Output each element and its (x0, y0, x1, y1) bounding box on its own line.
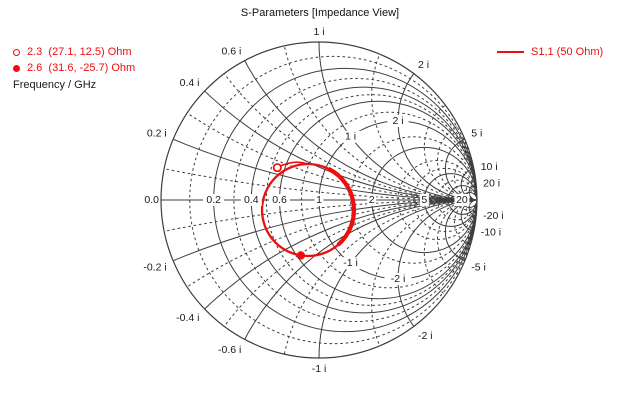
reactance-arc-minor (465, 178, 477, 201)
reactance-arc-minor (465, 199, 477, 222)
reactance-arc-major (161, 42, 477, 201)
rim-reactance-label: 1 i (313, 26, 324, 38)
rim-reactance-label: -0.4 i (176, 312, 199, 324)
reactance-arc-minor (279, 199, 477, 358)
rim-reactance-label: -0.6 i (218, 344, 241, 356)
label-mask (367, 194, 377, 206)
series-legend: S1,1 (50 Ohm) (497, 46, 603, 58)
grid-labels: 0.0 0.2 0.4 0.6 1 2 5 20 0.2 i -0.2 i 0.4 i -0.4 i 0… (143, 26, 503, 375)
reactance-arc-minor (371, 199, 477, 358)
rim-reactance-label: 0.6 i (221, 45, 241, 57)
rim-reactance-label: -2 i (418, 330, 433, 342)
reactance-arc-minor (453, 154, 477, 201)
resistance-circle-minor (397, 160, 477, 240)
reactance-arc-minor (371, 42, 477, 201)
legend-item-2_6ghz: 2.6 (31.6, -25.7) Ohm (13, 60, 135, 76)
rim-reactance-label: -0.2 i (143, 262, 166, 274)
inner-reactance-label: -1 i (343, 257, 358, 269)
label-mask (203, 194, 225, 206)
resistance-circle-minor (233, 77, 477, 323)
label-mask (387, 115, 409, 127)
rim-reactance-label: 5 i (471, 128, 482, 140)
axis-label: 1 (316, 194, 322, 206)
reactance-arc-major (318, 199, 477, 358)
axis-label: 0.6 (272, 194, 287, 206)
label-mask (337, 257, 365, 270)
resistance-circle-minor (189, 55, 477, 345)
label-mask (340, 130, 362, 143)
axis-label: 0.0 (144, 194, 159, 206)
series-line-icon (497, 51, 524, 53)
axis-label: 0.2 (206, 194, 221, 206)
axis-label: 0.4 (244, 194, 259, 206)
label-mask (269, 194, 290, 206)
inner-reactance-label: 2 i (392, 115, 403, 127)
reactance-arc-minor (453, 199, 477, 246)
reactance-arc-major (468, 183, 477, 201)
s11-trace (260, 161, 357, 258)
label-mask (314, 194, 324, 206)
trace-loop-dense (327, 167, 357, 247)
axis-label: 5 (421, 194, 427, 206)
rim-reactance-label: -5 i (471, 262, 486, 274)
legend-item-2_3ghz: 2.3 (27.1, 12.5) Ohm (13, 44, 135, 60)
inner-reactance-label: -2 i (391, 273, 406, 285)
rim-reactance-label: 2 i (418, 59, 429, 71)
label-mask (454, 194, 470, 206)
frequency-markers (272, 163, 306, 260)
reactance-arc-major (213, 199, 477, 358)
marker-filled-2_6ghz (296, 251, 306, 260)
rim-reactance-label: -20 i (483, 210, 503, 222)
resistance-circle-minor (300, 111, 477, 289)
open-circle-marker-icon (13, 48, 20, 56)
reactance-arc-major (468, 199, 477, 217)
axis-label: 20 (456, 194, 468, 206)
inner-reactance-label: 1 i (345, 131, 356, 143)
marker-open-2_3ghz (272, 163, 282, 173)
series-legend-label: S1,1 (50 Ohm) (531, 46, 604, 58)
rim-reactance-label: 0.2 i (147, 128, 167, 140)
rim-reactance-label: 20 i (483, 177, 500, 189)
label-mask (240, 194, 262, 206)
rim-reactance-label: 0.4 i (180, 77, 200, 89)
label-mask (384, 273, 412, 285)
legend-item-label: 2.3 (27.1, 12.5) Ohm (27, 46, 132, 58)
reactance-arc-major (460, 167, 477, 201)
frequency-marker-legend: 2.3 (27.1, 12.5) Ohm 2.6 (31.6, -25.7) O… (13, 44, 135, 93)
chart-title: S-Parameters [Impedance View] (240, 7, 400, 19)
label-mask (419, 194, 429, 206)
axis-label: 2 (369, 194, 375, 206)
frequency-axis-caption: Frequency / GHz (13, 78, 97, 91)
rim-reactance-label: -10 i (481, 226, 501, 238)
reactance-arc-major (460, 199, 477, 233)
reactance-arc-major (318, 42, 477, 201)
rim-reactance-label: 10 i (481, 161, 498, 173)
reactance-arc-major (161, 199, 477, 358)
filled-circle-marker-icon (13, 65, 20, 73)
rim-reactance-label: -1 i (312, 363, 327, 375)
legend-item-label: 2.6 (31.6, -25.7) Ohm (27, 62, 136, 75)
